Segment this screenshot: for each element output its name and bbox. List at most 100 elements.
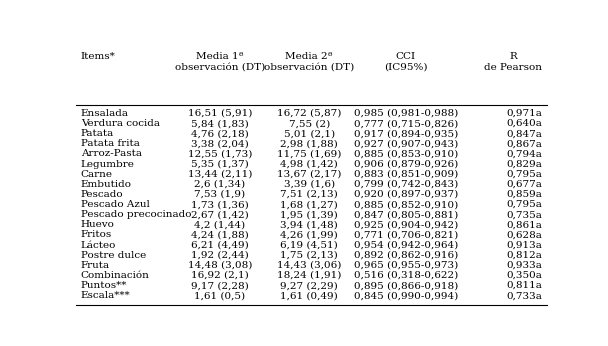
Text: Fritos: Fritos: [81, 230, 112, 239]
Text: 1,73 (1,36): 1,73 (1,36): [191, 200, 249, 209]
Text: 0,917 (0,894-0,935): 0,917 (0,894-0,935): [354, 129, 458, 138]
Text: Fruta: Fruta: [81, 261, 110, 270]
Text: 16,51 (5,91): 16,51 (5,91): [187, 109, 252, 118]
Text: Legumbre: Legumbre: [81, 160, 134, 169]
Text: 7,51 (2,13): 7,51 (2,13): [280, 190, 338, 199]
Text: 1,68 (1,27): 1,68 (1,27): [280, 200, 338, 209]
Text: Patata frita: Patata frita: [81, 139, 140, 148]
Text: 0,829a: 0,829a: [506, 160, 542, 169]
Text: Combinación: Combinación: [81, 271, 150, 280]
Text: Pescado Azul: Pescado Azul: [81, 200, 150, 209]
Text: Huevo: Huevo: [81, 220, 114, 229]
Text: 4,24 (1,88): 4,24 (1,88): [191, 230, 249, 239]
Text: 6,19 (4,51): 6,19 (4,51): [280, 240, 338, 249]
Text: 0,925 (0,904-0,942): 0,925 (0,904-0,942): [354, 220, 458, 229]
Text: Verdura cocida: Verdura cocida: [81, 119, 160, 128]
Text: 0,845 (0,990-0,994): 0,845 (0,990-0,994): [354, 291, 458, 300]
Text: 5,01 (2,1): 5,01 (2,1): [284, 129, 335, 138]
Text: 0,867a: 0,867a: [506, 139, 542, 148]
Text: 13,67 (2,17): 13,67 (2,17): [277, 170, 342, 179]
Text: 0,516 (0,318-0,622): 0,516 (0,318-0,622): [354, 271, 458, 280]
Text: 9,27 (2,29): 9,27 (2,29): [280, 281, 338, 290]
Text: 5,35 (1,37): 5,35 (1,37): [191, 160, 249, 169]
Text: 0,861a: 0,861a: [506, 220, 542, 229]
Text: 0,859a: 0,859a: [506, 190, 542, 199]
Text: 1,92 (2,44): 1,92 (2,44): [191, 251, 249, 260]
Text: Carne: Carne: [81, 170, 112, 179]
Text: 0,350a: 0,350a: [506, 271, 542, 280]
Text: 0,971a: 0,971a: [506, 109, 542, 118]
Text: 1,61 (0,5): 1,61 (0,5): [194, 291, 245, 300]
Text: 1,95 (1,39): 1,95 (1,39): [280, 210, 338, 219]
Text: 7,55 (2): 7,55 (2): [289, 119, 330, 128]
Text: 0,906 (0,879-0,926): 0,906 (0,879-0,926): [354, 160, 458, 169]
Text: 0,985 (0,981-0,988): 0,985 (0,981-0,988): [354, 109, 458, 118]
Text: 0,677a: 0,677a: [506, 180, 542, 189]
Text: 14,43 (3,06): 14,43 (3,06): [277, 261, 342, 270]
Text: Escala***: Escala***: [81, 291, 130, 300]
Text: 0,771 (0,706-0,821): 0,771 (0,706-0,821): [354, 230, 458, 239]
Text: 0,965 (0,955-0,973): 0,965 (0,955-0,973): [354, 261, 458, 270]
Text: 0,885 (0,852-0,910): 0,885 (0,852-0,910): [354, 200, 458, 209]
Text: Lácteo: Lácteo: [81, 240, 116, 249]
Text: 0,735a: 0,735a: [506, 210, 542, 219]
Text: 0,799 (0,742-0,843): 0,799 (0,742-0,843): [354, 180, 458, 189]
Text: 14,48 (3,08): 14,48 (3,08): [187, 261, 252, 270]
Text: 9,17 (2,28): 9,17 (2,28): [191, 281, 249, 290]
Text: 2,67 (1,42): 2,67 (1,42): [191, 210, 249, 219]
Text: 0,927 (0,907-0,943): 0,927 (0,907-0,943): [354, 139, 458, 148]
Text: 2,6 (1,34): 2,6 (1,34): [194, 180, 245, 189]
Text: 0,954 (0,942-0,964): 0,954 (0,942-0,964): [354, 240, 458, 249]
Text: Patata: Patata: [81, 129, 114, 138]
Text: Arroz-Pasta: Arroz-Pasta: [81, 149, 142, 158]
Text: 0,883 (0,851-0,909): 0,883 (0,851-0,909): [354, 170, 458, 179]
Text: 0,885 (0,853-0,910): 0,885 (0,853-0,910): [354, 149, 458, 158]
Text: 0,640a: 0,640a: [506, 119, 542, 128]
Text: 6,21 (4,49): 6,21 (4,49): [191, 240, 249, 249]
Text: 3,38 (2,04): 3,38 (2,04): [191, 139, 249, 148]
Text: 0,933a: 0,933a: [506, 261, 542, 270]
Text: 0,812a: 0,812a: [506, 251, 542, 260]
Text: Items*: Items*: [81, 52, 116, 61]
Text: 0,777 (0,715-0,826): 0,777 (0,715-0,826): [354, 119, 458, 128]
Text: Ensalada: Ensalada: [81, 109, 129, 118]
Text: 16,72 (5,87): 16,72 (5,87): [277, 109, 342, 118]
Text: 3,94 (1,48): 3,94 (1,48): [280, 220, 338, 229]
Text: 2,98 (1,88): 2,98 (1,88): [280, 139, 338, 148]
Text: 0,847 (0,805-0,881): 0,847 (0,805-0,881): [354, 210, 458, 219]
Text: R
de Pearson: R de Pearson: [485, 52, 542, 72]
Text: 12,55 (1,73): 12,55 (1,73): [187, 149, 252, 158]
Text: 0,795a: 0,795a: [506, 170, 542, 179]
Text: Pescado precocinado: Pescado precocinado: [81, 210, 191, 219]
Text: Pescado: Pescado: [81, 190, 123, 199]
Text: 0,847a: 0,847a: [506, 129, 542, 138]
Text: 4,76 (2,18): 4,76 (2,18): [191, 129, 249, 138]
Text: 1,75 (2,13): 1,75 (2,13): [280, 251, 338, 260]
Text: 0,920 (0,897-0,937): 0,920 (0,897-0,937): [354, 190, 458, 199]
Text: 16,92 (2,1): 16,92 (2,1): [191, 271, 249, 280]
Text: 0,811a: 0,811a: [506, 281, 542, 290]
Text: 0,895 (0,866-0,918): 0,895 (0,866-0,918): [354, 281, 458, 290]
Text: 1,61 (0,49): 1,61 (0,49): [280, 291, 338, 300]
Text: Postre dulce: Postre dulce: [81, 251, 146, 260]
Text: 7,53 (1,9): 7,53 (1,9): [194, 190, 245, 199]
Text: Embutido: Embutido: [81, 180, 132, 189]
Text: 0,795a: 0,795a: [506, 200, 542, 209]
Text: 4,26 (1,99): 4,26 (1,99): [280, 230, 338, 239]
Text: CCI
(IC95%): CCI (IC95%): [384, 52, 427, 72]
Text: 13,44 (2,11): 13,44 (2,11): [187, 170, 252, 179]
Text: 5,84 (1,83): 5,84 (1,83): [191, 119, 249, 128]
Text: 0,913a: 0,913a: [506, 240, 542, 249]
Text: 11,75 (1,69): 11,75 (1,69): [277, 149, 342, 158]
Text: 0,733a: 0,733a: [506, 291, 542, 300]
Text: 0,628a: 0,628a: [506, 230, 542, 239]
Text: 3,39 (1,6): 3,39 (1,6): [284, 180, 335, 189]
Text: Media 1ª
observación (DT): Media 1ª observación (DT): [174, 52, 265, 72]
Text: Media 2ª
observación (DT): Media 2ª observación (DT): [264, 52, 354, 72]
Text: 4,2 (1,44): 4,2 (1,44): [194, 220, 245, 229]
Text: 18,24 (1,91): 18,24 (1,91): [277, 271, 342, 280]
Text: Puntos**: Puntos**: [81, 281, 127, 290]
Text: 0,892 (0,862-0,916): 0,892 (0,862-0,916): [354, 251, 458, 260]
Text: 0,794a: 0,794a: [506, 149, 542, 158]
Text: 4,98 (1,42): 4,98 (1,42): [280, 160, 338, 169]
